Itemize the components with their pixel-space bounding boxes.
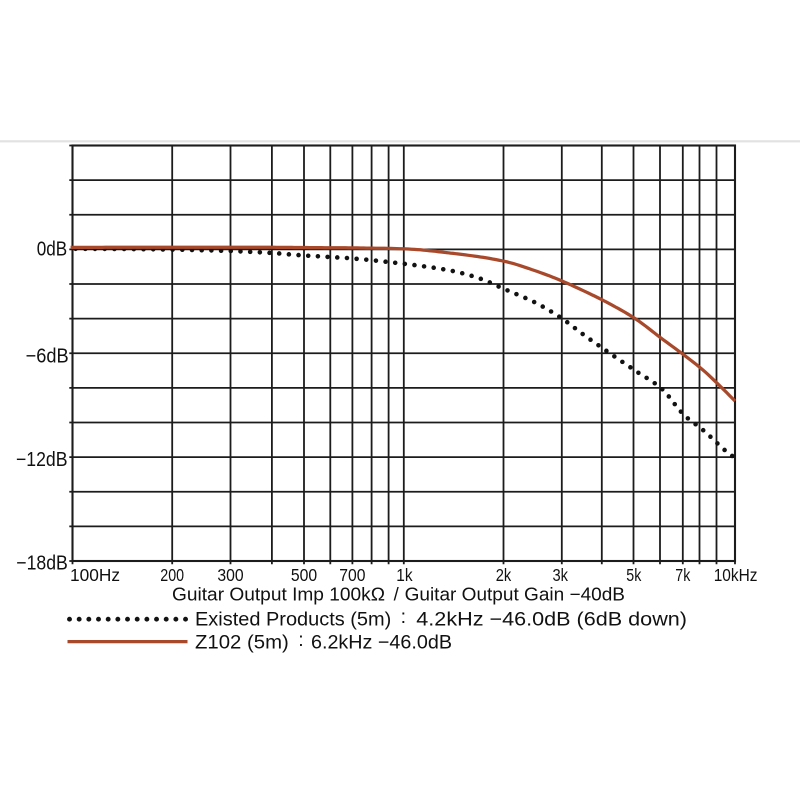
- svg-text:500: 500: [291, 565, 318, 585]
- svg-text:Guitar Output Gain −40dB: Guitar Output Gain −40dB: [405, 583, 625, 604]
- svg-text:200: 200: [160, 565, 184, 585]
- svg-text:0dB: 0dB: [37, 239, 67, 261]
- svg-text:−6dB: −6dB: [26, 345, 69, 367]
- svg-text:100Hz: 100Hz: [70, 565, 120, 585]
- svg-text:4.2kHz −46.0dB (6dB down): 4.2kHz −46.0dB (6dB down): [416, 609, 687, 631]
- svg-text:10kHz: 10kHz: [714, 565, 758, 585]
- svg-text:−18dB: −18dB: [16, 553, 68, 575]
- svg-text:6.2kHz −46.0dB: 6.2kHz −46.0dB: [311, 632, 452, 654]
- svg-text:−12dB: −12dB: [16, 449, 68, 471]
- svg-text:/: /: [394, 583, 400, 604]
- svg-text:5k: 5k: [626, 565, 641, 585]
- svg-text:7k: 7k: [675, 565, 690, 585]
- svg-text:3k: 3k: [552, 565, 568, 585]
- svg-text:300: 300: [217, 565, 244, 585]
- svg-text:Existed Products (5m): Existed Products (5m): [195, 609, 391, 631]
- svg-text:1k: 1k: [396, 565, 413, 585]
- svg-text::: :: [298, 629, 303, 651]
- svg-text:700: 700: [339, 565, 365, 585]
- svg-text:Z102 (5m): Z102 (5m): [195, 632, 289, 654]
- svg-text:Guitar Output Imp 100kΩ: Guitar Output Imp 100kΩ: [172, 583, 385, 604]
- svg-text:2k: 2k: [496, 565, 512, 585]
- svg-text::: :: [401, 606, 406, 628]
